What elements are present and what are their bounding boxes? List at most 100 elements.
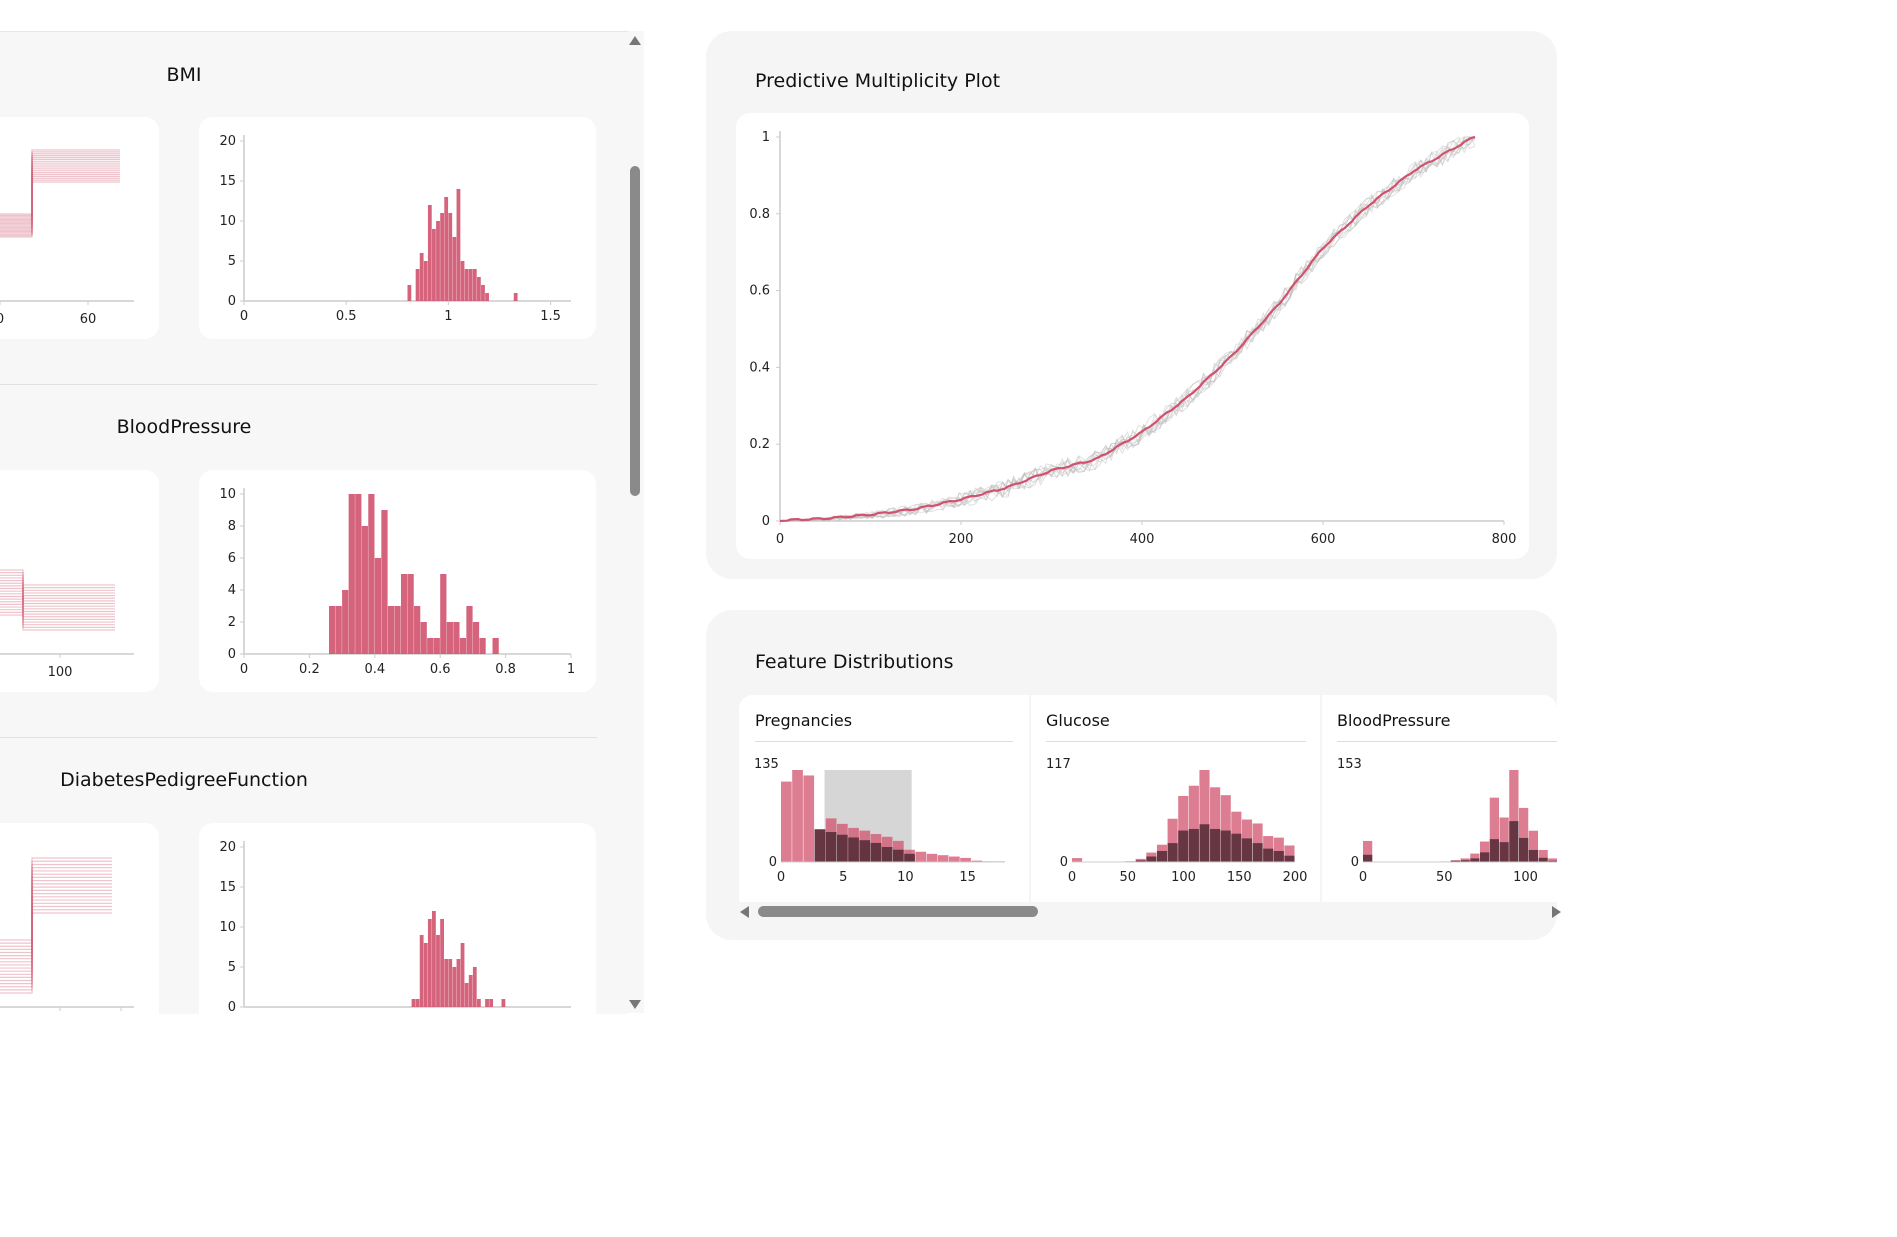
multiplicity-chart[interactable]: 1 0.8 0.6 0.4 0.2 00 200 400 600 800 bbox=[736, 113, 1529, 559]
histogram-bar bbox=[427, 638, 434, 654]
feature-section-bloodpressure: BloodPressure 100 10 8 6 4 2 0 0 0.2 0.4 0.6 0.8 1 bbox=[0, 385, 597, 737]
histogram-bar bbox=[440, 919, 444, 1007]
histogram-bar bbox=[400, 574, 408, 654]
histogram-bar bbox=[464, 269, 469, 301]
histogram-bar bbox=[1273, 837, 1284, 862]
x-tick-label: 0.6 bbox=[430, 662, 451, 677]
step-plot: 0 60 bbox=[0, 149, 134, 327]
selected-histogram-bar bbox=[1489, 839, 1499, 862]
y-tick-label: 0.2 bbox=[749, 437, 770, 452]
histogram-bar bbox=[411, 999, 416, 1007]
histogram-bar bbox=[1519, 807, 1529, 862]
histogram-bar bbox=[394, 606, 401, 654]
y-min-label: 0 bbox=[769, 855, 777, 870]
histogram-bar bbox=[1167, 818, 1178, 862]
step-line bbox=[0, 593, 115, 610]
selected-histogram-bar bbox=[1252, 843, 1263, 862]
selected-histogram-bar bbox=[870, 842, 882, 862]
histogram-bar bbox=[1178, 795, 1189, 862]
x-tick-label: 800 bbox=[1492, 532, 1517, 547]
scroll-left-icon[interactable] bbox=[740, 906, 749, 918]
feature-card-bloodpressure[interactable]: BloodPressure 153 0 0 50 100 bbox=[1322, 695, 1557, 902]
step-line bbox=[0, 585, 115, 602]
step-line bbox=[0, 151, 120, 233]
selected-histogram-bar bbox=[1273, 850, 1284, 862]
histogram: 20 15 10 5 00 0.5 1 1.5 bbox=[219, 134, 571, 324]
step-line bbox=[0, 605, 115, 608]
x-tick-label: 0 bbox=[240, 309, 248, 324]
selected-histogram-bar bbox=[1220, 830, 1231, 862]
x-tick-label: 0 bbox=[776, 532, 784, 547]
histogram-bar bbox=[1528, 830, 1538, 862]
vertical-scroll-thumb[interactable] bbox=[630, 166, 640, 496]
histogram-bar bbox=[436, 935, 440, 1007]
x-tick-label: 100 bbox=[48, 665, 73, 680]
histogram-bar bbox=[481, 285, 485, 301]
scroll-right-icon[interactable] bbox=[1552, 906, 1561, 918]
histogram-bar bbox=[472, 622, 480, 654]
x-tick-label: 600 bbox=[1311, 532, 1336, 547]
histogram-bar bbox=[485, 293, 489, 301]
feature-histogram[interactable]: 135 00 5 10 15 bbox=[739, 695, 1029, 902]
histogram-bar bbox=[1188, 785, 1199, 862]
histogram-card: 10 8 6 4 2 0 0 0.2 0.4 0.6 0.8 1 bbox=[199, 470, 596, 692]
step-line bbox=[0, 863, 112, 966]
y-tick-label: 10 bbox=[219, 214, 236, 229]
alternative-model-line bbox=[779, 136, 1476, 522]
y-tick-label: 0.6 bbox=[749, 284, 770, 299]
histogram-bar bbox=[419, 253, 424, 301]
selected-histogram-bar bbox=[859, 840, 871, 862]
selected-histogram-bar bbox=[904, 853, 915, 862]
histogram-bar bbox=[781, 781, 792, 862]
feature-card-glucose[interactable]: Glucose 117 0 0 50 100 150 200 bbox=[1031, 695, 1320, 902]
alternative-model-line bbox=[779, 136, 1475, 522]
step-line bbox=[0, 162, 120, 216]
histogram-bar bbox=[440, 574, 447, 654]
feature-histogram[interactable]: 153 00 50 100 bbox=[1322, 695, 1557, 902]
histogram-bar bbox=[472, 967, 477, 1007]
histogram-bar bbox=[361, 526, 368, 654]
step-line bbox=[0, 597, 115, 600]
feature-histogram[interactable]: 117 00 50 100 150 200 bbox=[1031, 695, 1320, 902]
scroll-down-icon[interactable] bbox=[629, 1000, 641, 1009]
histogram-bar bbox=[374, 558, 382, 654]
histogram-bar bbox=[407, 285, 412, 301]
step-line bbox=[0, 153, 120, 226]
histogram-bar bbox=[387, 606, 395, 654]
feature-distributions-title: Feature Distributions bbox=[755, 651, 954, 673]
selected-histogram-bar bbox=[1199, 824, 1210, 862]
step-line bbox=[0, 867, 112, 950]
histogram-bar bbox=[452, 967, 457, 1007]
horizontal-scroll-thumb[interactable] bbox=[758, 906, 1038, 917]
alternative-model-line bbox=[779, 136, 1476, 522]
step-line bbox=[0, 170, 120, 238]
histogram: 20 15 10 5 0 bbox=[219, 840, 571, 1014]
selected-histogram-bar bbox=[1363, 854, 1373, 862]
histogram-bar bbox=[937, 855, 949, 862]
section-title: DiabetesPedigreeFunction bbox=[60, 769, 308, 791]
feature-card-pregnancies[interactable]: Pregnancies 135 0 0 5 10 15 bbox=[739, 695, 1029, 902]
x-tick-label: 50 bbox=[1436, 870, 1453, 885]
step-line bbox=[0, 155, 120, 219]
step-line bbox=[0, 579, 115, 613]
alternative-model-line bbox=[779, 136, 1476, 522]
feature-rule bbox=[755, 741, 1013, 742]
y-tick-label: 20 bbox=[219, 840, 236, 855]
selected-histogram-bar bbox=[1548, 860, 1557, 862]
x-tick-label: 0 bbox=[0, 312, 4, 327]
selected-histogram-bar bbox=[1156, 850, 1168, 862]
histogram-bar bbox=[489, 999, 494, 1007]
step-line bbox=[0, 595, 115, 628]
histogram-bar bbox=[1363, 840, 1373, 862]
y-tick-label: 5 bbox=[228, 254, 236, 269]
alternative-model-line bbox=[779, 136, 1476, 522]
x-tick-label: 1 bbox=[444, 309, 452, 324]
histogram-bar bbox=[485, 999, 489, 1007]
histogram-bar bbox=[453, 622, 460, 654]
scroll-up-icon[interactable] bbox=[629, 36, 641, 45]
feature-title: Glucose bbox=[1046, 711, 1110, 730]
step-line bbox=[0, 870, 112, 991]
x-tick-label: 60 bbox=[80, 312, 97, 327]
